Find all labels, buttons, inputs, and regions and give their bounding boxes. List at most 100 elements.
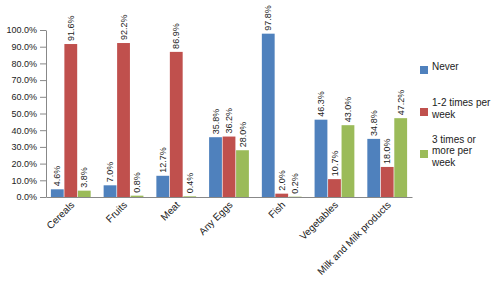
y-tick-label: 0.0% xyxy=(16,192,37,202)
legend-item: 3 times ormore perweek xyxy=(420,134,477,168)
y-tick-label: 30.0% xyxy=(11,142,37,152)
y-tick-label: 70.0% xyxy=(11,75,37,85)
y-tick-mark xyxy=(40,63,46,64)
x-axis-line xyxy=(47,197,413,198)
data-label: 3.8% xyxy=(79,167,89,188)
x-tick-label: Fish xyxy=(266,199,287,220)
data-label: 0.2% xyxy=(290,173,300,194)
x-tick-label: Cereals xyxy=(44,199,76,231)
x-tick: Any Eggs xyxy=(197,197,235,237)
x-tick: Cereals xyxy=(44,197,76,231)
bar xyxy=(223,137,236,197)
legend-label: Never xyxy=(432,61,459,72)
bars xyxy=(51,34,407,197)
bar xyxy=(289,196,302,197)
y-tick-label: 90.0% xyxy=(11,42,37,52)
y-tick: 10.0% xyxy=(11,176,46,186)
data-label: 86.9% xyxy=(171,23,181,49)
data-label: 47.2% xyxy=(396,90,406,116)
data-label: 10.7% xyxy=(330,151,340,177)
y-tick-mark xyxy=(40,180,46,181)
data-label: 0.8% xyxy=(132,172,142,193)
bar xyxy=(236,150,249,197)
bar xyxy=(381,167,394,197)
y-tick-mark xyxy=(40,164,46,165)
bar xyxy=(328,179,341,197)
data-label: 97.8% xyxy=(263,5,273,31)
y-axis: 0.0% 10.0% 20.0% 30.0% 40.0% 50.0% 60.0% 70.0% 8… xyxy=(6,25,46,202)
data-label: 36.2% xyxy=(224,108,234,134)
y-tick-mark xyxy=(40,30,46,31)
data-label: 7.0% xyxy=(105,162,115,183)
legend-swatch xyxy=(420,108,428,116)
bar xyxy=(156,176,169,197)
data-label: 2.0% xyxy=(277,170,287,191)
y-tick: 90.0% xyxy=(11,42,46,52)
y-tick-label: 100.0% xyxy=(6,25,37,35)
y-tick: 60.0% xyxy=(11,92,46,102)
x-tick: Milk and Milk products xyxy=(315,197,393,277)
y-tick-mark xyxy=(40,114,46,115)
legend: Never 1-2 times perweek 3 times ormore per… xyxy=(420,61,491,168)
data-label: 46.3% xyxy=(316,91,326,117)
y-tick-label: 60.0% xyxy=(11,92,37,102)
data-label: 0.4% xyxy=(185,173,195,194)
legend-item: Never xyxy=(420,61,459,74)
x-tick: Vegetables xyxy=(297,197,340,242)
y-tick: 40.0% xyxy=(11,126,46,136)
bar xyxy=(183,196,196,197)
x-tick-label: Any Eggs xyxy=(197,199,235,237)
y-tick-label: 50.0% xyxy=(11,109,37,119)
chart: 4.6%7.0%12.7%35.8%97.8%46.3%34.8%91.6%92… xyxy=(0,0,500,285)
data-label: 18.0% xyxy=(382,138,392,164)
bar xyxy=(262,34,275,197)
bar xyxy=(275,194,288,197)
x-axis: Cereals Fruits Meat Any Eggs Fish VegetablesM… xyxy=(44,197,412,277)
bar xyxy=(209,137,222,197)
x-tick: Meat xyxy=(158,197,182,223)
data-label: 35.8% xyxy=(211,109,221,135)
data-label: 43.0% xyxy=(343,97,353,123)
legend-label: 1-2 times perweek xyxy=(431,97,491,120)
bar xyxy=(170,52,183,197)
data-label: 92.2% xyxy=(119,14,129,40)
x-tick: Fish xyxy=(266,197,287,220)
bar xyxy=(342,125,355,197)
bar xyxy=(315,120,328,197)
data-label: 12.7% xyxy=(158,147,168,173)
bar xyxy=(51,189,64,197)
bar xyxy=(117,43,130,197)
y-axis-line xyxy=(46,31,47,198)
data-labels: 4.6%7.0%12.7%35.8%97.8%46.3%34.8%91.6%92… xyxy=(52,5,405,194)
y-tick-label: 80.0% xyxy=(11,59,37,69)
y-tick-label: 40.0% xyxy=(11,126,37,136)
y-tick-mark xyxy=(40,47,46,48)
legend-swatch xyxy=(420,66,428,74)
bar xyxy=(64,44,77,197)
bar xyxy=(394,118,407,197)
y-tick: 20.0% xyxy=(11,159,46,169)
y-tick-label: 20.0% xyxy=(11,159,37,169)
y-tick: 80.0% xyxy=(11,59,46,69)
bar xyxy=(131,196,144,197)
x-tick: Fruits xyxy=(104,197,129,225)
y-tick-mark xyxy=(40,80,46,81)
data-label: 4.6% xyxy=(52,166,62,187)
y-tick-mark xyxy=(40,197,46,198)
y-tick-mark xyxy=(40,147,46,148)
bar xyxy=(104,185,117,197)
data-label: 34.8% xyxy=(369,110,379,136)
x-tick-label: Meat xyxy=(158,199,182,223)
y-tick-mark xyxy=(40,130,46,131)
x-tick-label: Vegetables xyxy=(297,199,340,242)
y-tick: 50.0% xyxy=(11,109,46,119)
legend-swatch xyxy=(420,150,428,158)
data-label: 28.0% xyxy=(238,122,248,148)
y-tick: 30.0% xyxy=(11,142,46,152)
x-tick-label: Milk and Milk products xyxy=(315,199,393,277)
bar xyxy=(78,191,91,197)
y-tick: 70.0% xyxy=(11,75,46,85)
y-tick: 0.0% xyxy=(16,192,46,202)
y-tick-mark xyxy=(40,97,46,98)
y-tick: 100.0% xyxy=(6,25,46,35)
